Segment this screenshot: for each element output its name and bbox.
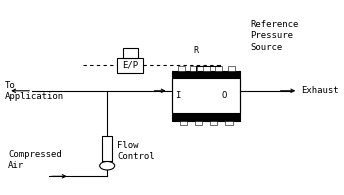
Bar bbox=[180, 121, 187, 125]
Bar bbox=[172, 113, 240, 121]
Bar bbox=[215, 66, 222, 71]
Text: To
Application: To Application bbox=[5, 81, 64, 101]
Bar bbox=[178, 66, 184, 71]
Text: O: O bbox=[222, 91, 227, 100]
Bar bbox=[109, 136, 112, 161]
Bar bbox=[225, 121, 233, 125]
Text: Compressed
Air: Compressed Air bbox=[8, 150, 62, 170]
Circle shape bbox=[100, 161, 115, 170]
Bar bbox=[117, 58, 143, 73]
Text: R: R bbox=[194, 46, 199, 55]
Bar bbox=[228, 66, 235, 71]
Text: E/P: E/P bbox=[122, 61, 138, 70]
Bar bbox=[172, 71, 240, 78]
Bar bbox=[123, 48, 138, 58]
Bar bbox=[102, 136, 112, 161]
Bar bbox=[195, 121, 202, 125]
Text: Reference
Pressure
Source: Reference Pressure Source bbox=[250, 20, 299, 52]
Bar bbox=[203, 66, 209, 71]
Text: I: I bbox=[175, 91, 180, 100]
Bar bbox=[172, 78, 240, 113]
Bar bbox=[210, 121, 217, 125]
Text: Flow
Control: Flow Control bbox=[117, 141, 155, 161]
Bar bbox=[102, 136, 105, 161]
Bar bbox=[172, 71, 240, 121]
Text: Exhaust: Exhaust bbox=[302, 86, 339, 95]
Bar bbox=[190, 66, 197, 71]
